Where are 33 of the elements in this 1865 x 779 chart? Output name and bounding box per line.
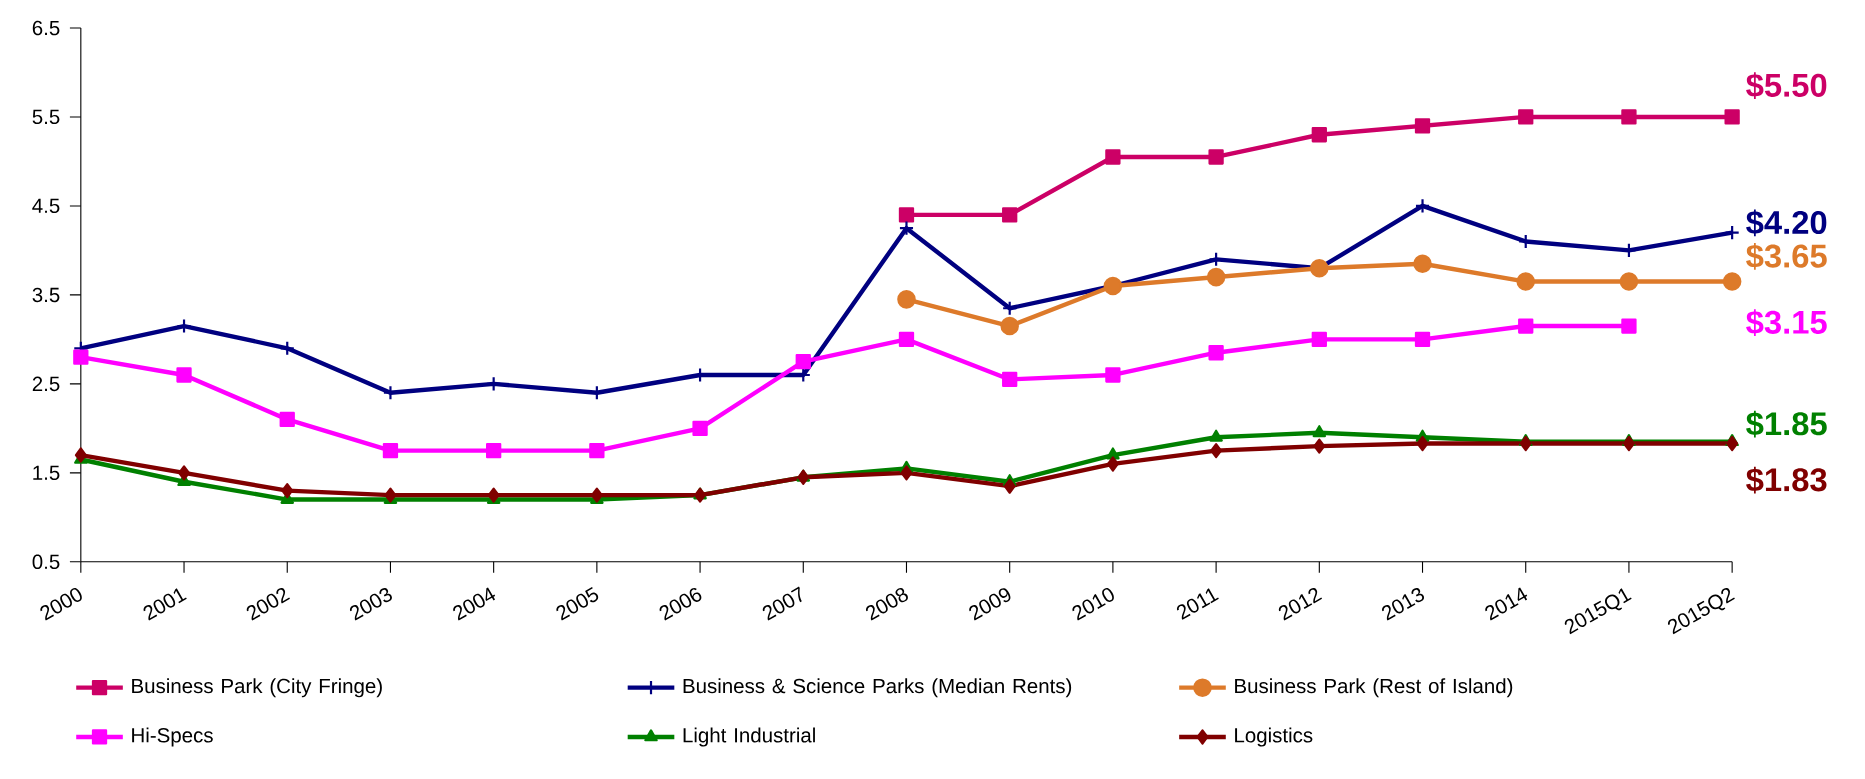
legend-label: Hi-Specs bbox=[132, 727, 213, 747]
x-tick-label: 2013 bbox=[1382, 587, 1425, 621]
y-tick-label: 5.5 bbox=[32, 109, 60, 125]
y-tick-label: 3.5 bbox=[32, 287, 60, 303]
text: $3.65 bbox=[1746, 243, 1827, 270]
x-tick-label: 2008 bbox=[865, 587, 908, 621]
y-tick-label: 6.5 bbox=[32, 20, 60, 36]
x-tick-label: 2003 bbox=[349, 587, 392, 621]
text: $5.50 bbox=[1746, 72, 1827, 100]
x-tick-label: 2005 bbox=[556, 586, 599, 621]
legend-label: Logistics bbox=[1235, 727, 1313, 747]
y-tick-label: 1.5 bbox=[33, 465, 60, 481]
legend-label: Light Industrial bbox=[683, 727, 815, 747]
x-tick-label: 2012 bbox=[1278, 587, 1323, 621]
x-tick-label: 2000 bbox=[40, 588, 82, 621]
text: $4.20 bbox=[1746, 209, 1827, 237]
text: $1.85 bbox=[1746, 410, 1827, 438]
text: $1.83 bbox=[1746, 466, 1827, 494]
x-tick-label: 2010 bbox=[1072, 588, 1114, 621]
legend-label: Business & Science Parks (Median Rents) bbox=[683, 678, 1072, 698]
x-tick-label: 2009 bbox=[969, 588, 1011, 621]
y-tick-label: 4.5 bbox=[32, 198, 60, 214]
text: $3.15 bbox=[1746, 309, 1827, 337]
y-tick-label: 2.5 bbox=[32, 376, 60, 392]
x-tick-label: 2002 bbox=[246, 587, 290, 621]
x-tick-label: 2006 bbox=[659, 587, 702, 621]
y-tick-label: 0.5 bbox=[32, 554, 60, 570]
x-tick-label: 2014 bbox=[1485, 587, 1528, 621]
x-tick-label: 2011 bbox=[1176, 588, 1219, 620]
x-tick-label: 2004 bbox=[453, 587, 496, 621]
legend-label: Business Park (Rest of Island) bbox=[1235, 678, 1513, 698]
x-tick-label: 2001 bbox=[143, 588, 187, 621]
legend-label: Business Park (City Fringe) bbox=[132, 678, 382, 698]
